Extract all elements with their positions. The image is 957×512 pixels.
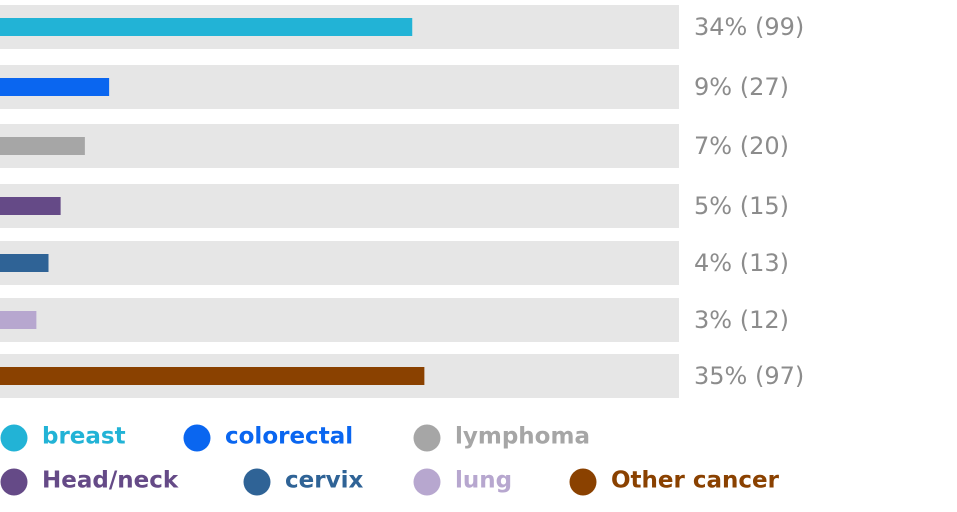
legend-swatch: [0, 424, 28, 452]
legend-swatch: [569, 468, 597, 496]
legend-swatch: [413, 468, 441, 496]
bar: [0, 254, 49, 272]
bar-track: [0, 124, 679, 168]
value-label: 9% (27): [694, 73, 789, 101]
bar-track: [0, 298, 679, 342]
legend-label: breast: [42, 424, 126, 450]
value-label: 35% (97): [694, 362, 804, 390]
bar: [0, 18, 413, 36]
bar-track: [0, 184, 679, 228]
legend-swatch: [0, 468, 28, 496]
legend-label: colorectal: [225, 424, 353, 450]
legend-label: lung: [455, 468, 512, 494]
bar: [0, 137, 85, 155]
value-label: 5% (15): [694, 192, 789, 220]
bar: [0, 311, 37, 329]
bar: [0, 367, 425, 385]
bar-track: [0, 65, 679, 109]
bar: [0, 197, 61, 215]
legend-label: lymphoma: [455, 424, 590, 450]
value-label: 34% (99): [694, 13, 804, 41]
legend-swatch: [413, 424, 441, 452]
legend-label: Head/neck: [42, 468, 179, 494]
value-label: 3% (12): [694, 306, 789, 334]
value-label: 7% (20): [694, 132, 789, 160]
value-label: 4% (13): [694, 249, 789, 277]
legend-label: cervix: [285, 468, 363, 494]
bar-track: [0, 241, 679, 285]
legend-label: Other cancer: [611, 468, 780, 494]
bar: [0, 78, 110, 96]
legend-swatch: [243, 468, 271, 496]
legend-swatch: [183, 424, 211, 452]
